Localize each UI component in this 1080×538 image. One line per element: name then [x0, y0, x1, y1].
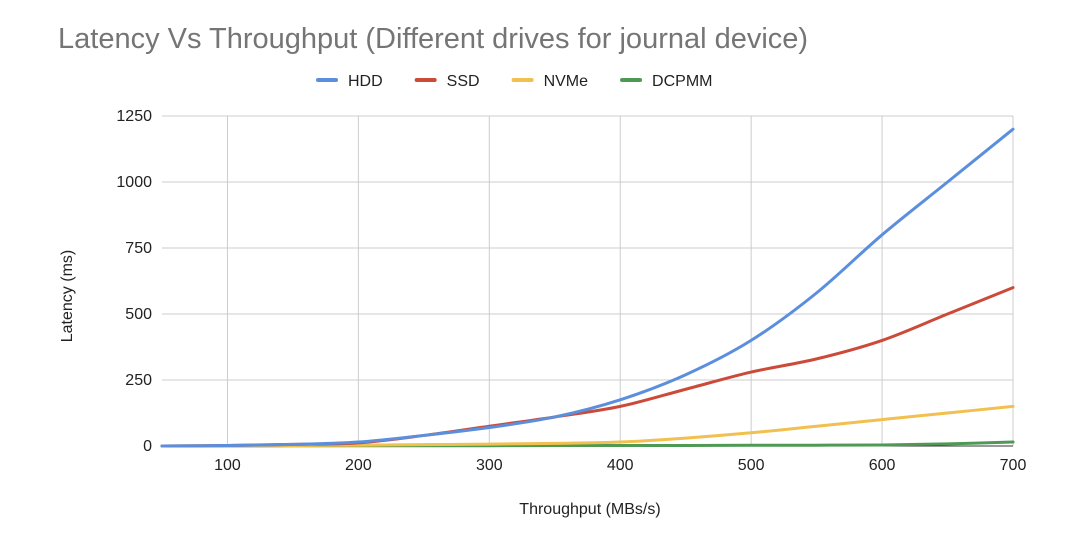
x-tick-label: 400 [607, 457, 634, 474]
series-line-ssd [160, 286, 1015, 448]
legend-label: NVMe [544, 73, 589, 90]
y-tick-label: 1250 [116, 108, 152, 125]
legend-label: SSD [447, 73, 480, 90]
y-tick-label: 1000 [116, 174, 152, 191]
x-tick-label: 100 [214, 457, 241, 474]
legend-item-dcpmm: DCPMM [620, 73, 712, 90]
legend: HDD SSD NVMe DCPMM [316, 73, 712, 90]
x-tick-label: 200 [345, 457, 372, 474]
x-tick-label: 300 [476, 457, 503, 474]
legend-item-ssd: SSD [414, 73, 480, 90]
y-tick-label: 0 [143, 438, 152, 455]
y-tick-label: 250 [125, 372, 152, 389]
legend-item-nvme: NVMe [511, 73, 589, 90]
x-tick-label: 500 [738, 457, 765, 474]
gridlines [162, 115, 1014, 447]
x-axis-title: Throughput (MBs/s) [519, 501, 660, 518]
y-axis-ticks: 0 250 500 750 1000 1250 [116, 108, 152, 455]
series-line-hdd [160, 127, 1015, 448]
y-tick-label: 750 [125, 240, 152, 257]
y-tick-label: 500 [125, 306, 152, 323]
legend-item-hdd: HDD [316, 73, 383, 90]
x-tick-label: 700 [1000, 457, 1027, 474]
y-axis-title: Latency (ms) [59, 250, 76, 342]
x-axis-ticks: 100 200 300 400 500 600 700 [214, 457, 1026, 474]
x-tick-label: 600 [869, 457, 896, 474]
legend-label: DCPMM [652, 73, 712, 90]
legend-label: HDD [348, 73, 383, 90]
chart-title: Latency Vs Throughput (Different drives … [58, 23, 808, 55]
series-layer [160, 127, 1015, 448]
